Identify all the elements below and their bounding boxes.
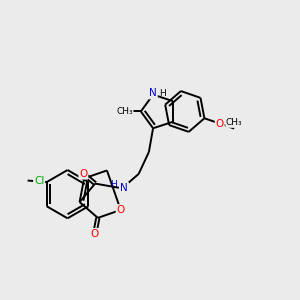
Text: CH₃: CH₃	[116, 107, 133, 116]
Text: CH₃: CH₃	[226, 118, 242, 127]
Text: O: O	[216, 118, 224, 129]
Text: N: N	[149, 88, 157, 98]
Text: O: O	[116, 205, 125, 215]
Text: O: O	[91, 229, 99, 239]
Text: H: H	[110, 180, 117, 189]
Text: H: H	[160, 89, 166, 98]
Text: N: N	[120, 183, 128, 193]
Text: O: O	[79, 169, 88, 179]
Text: Cl: Cl	[34, 176, 44, 186]
